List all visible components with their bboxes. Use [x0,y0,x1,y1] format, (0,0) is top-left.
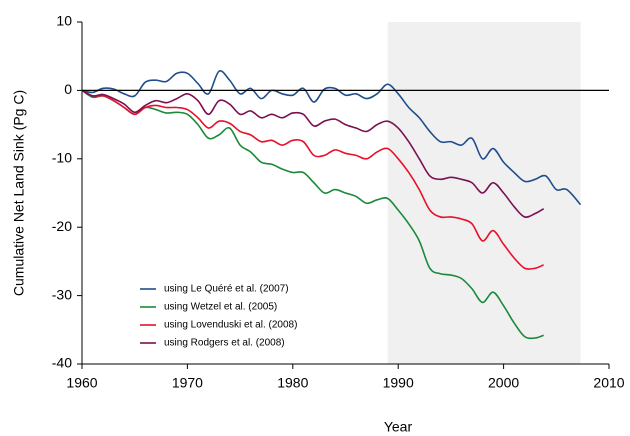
y-tick-label: -30 [52,286,72,302]
series-line [81,70,582,206]
series-line [81,89,544,270]
series-line [81,89,545,218]
x-tick-label: 1970 [172,375,203,391]
x-tick-label: 1980 [277,375,308,391]
x-tick-label: 1990 [383,375,414,391]
y-tick-label: 10 [56,13,72,29]
y-tick-label: 0 [64,81,72,97]
series-line [81,89,544,340]
x-tick-label: 1960 [66,375,97,391]
y-tick-label: -10 [52,150,72,166]
legend-label: using Le Quéré et al. (2007) [164,284,289,295]
legend-label: using Rodgers et al. (2008) [164,338,285,349]
y-tick-label: -20 [52,218,72,234]
x-tick-label: 2000 [488,375,519,391]
x-tick-label: 2010 [593,375,624,391]
y-tick-label: -40 [52,355,72,371]
legend-label: using Lovenduski et al. (2008) [164,320,297,331]
legend-label: using Wetzel et al. (2005) [164,302,277,313]
y-axis-title: Cumulative Net Land Sink (Pg C) [11,90,27,296]
x-axis-title: Year [384,419,413,435]
